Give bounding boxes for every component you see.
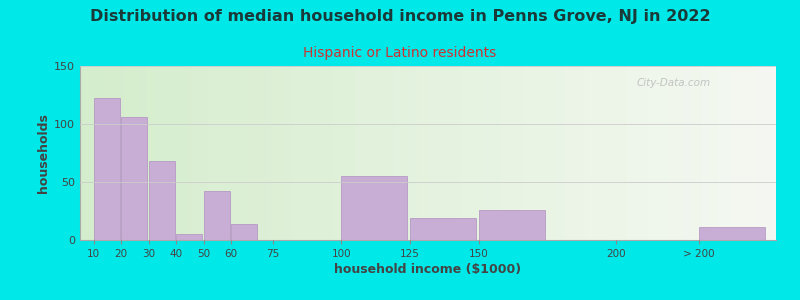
Text: City-Data.com: City-Data.com [637,78,711,88]
Bar [149,161,175,240]
Y-axis label: households: households [37,113,50,193]
Bar [176,234,202,240]
Bar [122,117,147,240]
Text: Distribution of median household income in Penns Grove, NJ in 2022: Distribution of median household income … [90,9,710,24]
Bar [231,224,258,240]
X-axis label: household income ($1000): household income ($1000) [334,263,522,276]
Text: Hispanic or Latino residents: Hispanic or Latino residents [303,46,497,61]
Bar [204,191,230,240]
Bar [94,98,120,240]
Bar [479,210,545,240]
Bar [410,218,476,240]
Bar [342,176,407,240]
Bar [699,227,765,240]
